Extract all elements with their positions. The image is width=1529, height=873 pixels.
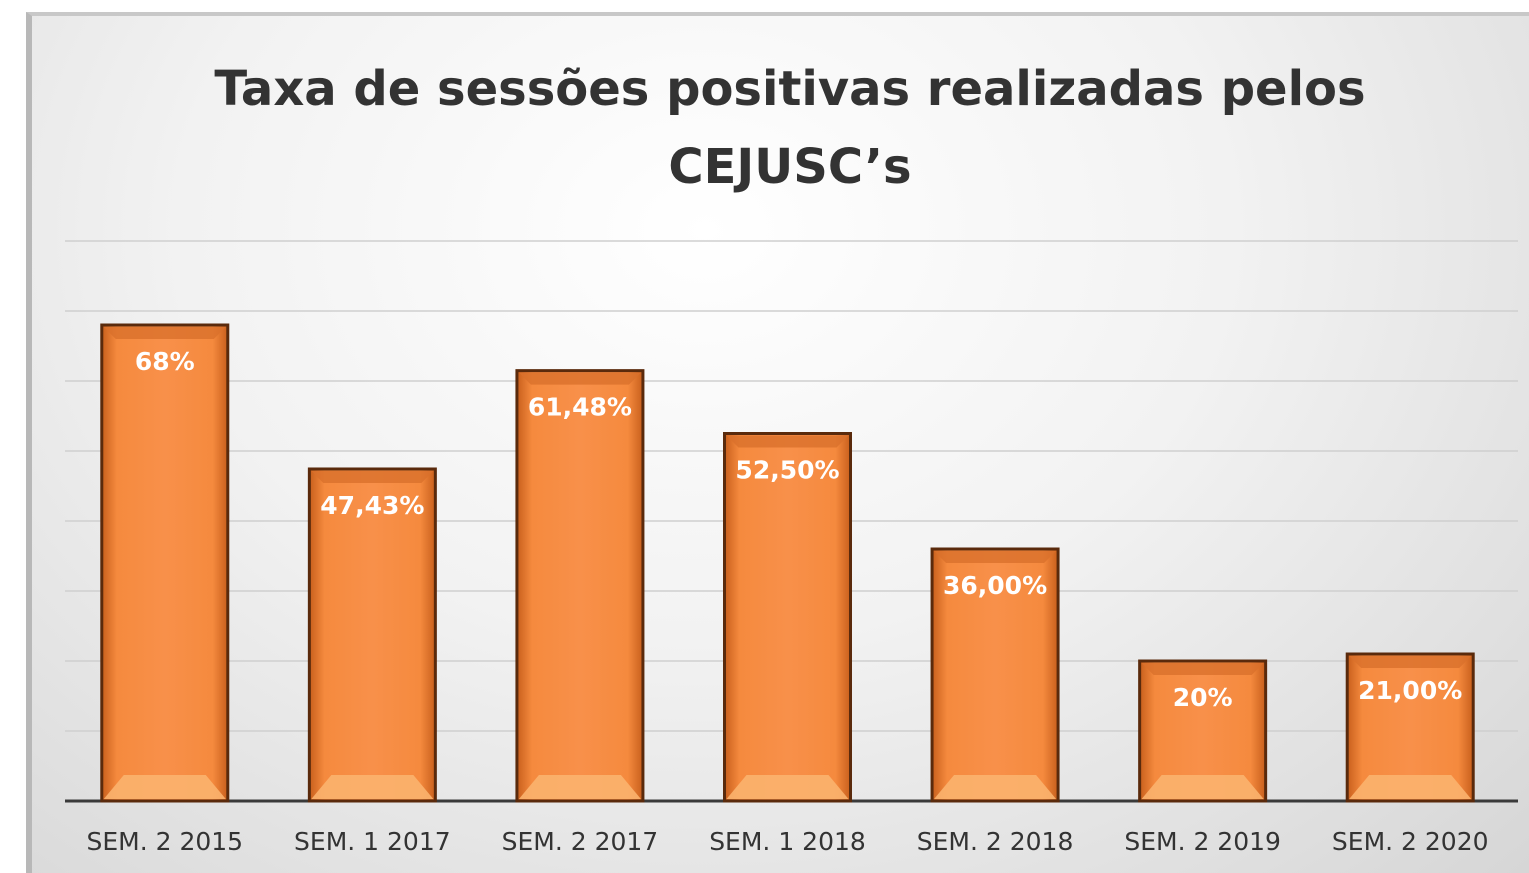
bar <box>515 369 645 803</box>
x-tick-label: SEM. 2 2019 <box>1124 827 1281 856</box>
x-tick-label: SEM. 2 2015 <box>86 827 243 856</box>
bar-bevel <box>103 327 226 339</box>
bar-bevel <box>1141 775 1264 799</box>
data-label: 47,43% <box>320 491 424 520</box>
bar <box>723 432 852 803</box>
chart-title: Taxa de sessões positivas realizadas pel… <box>214 61 1366 195</box>
x-tick-label: SEM. 2 2018 <box>917 827 1074 856</box>
bar-bevel <box>1349 656 1472 668</box>
bar-bevel <box>311 470 434 483</box>
data-label: 21,00% <box>1358 676 1462 705</box>
bar-bevel <box>1141 663 1264 675</box>
x-tick-label: SEM. 1 2017 <box>294 827 451 856</box>
data-label: 20% <box>1173 683 1233 712</box>
bar-bevel <box>726 775 849 799</box>
bar <box>930 547 1060 803</box>
bar <box>100 323 230 803</box>
data-label: 68% <box>135 347 195 376</box>
bar-bevel <box>103 775 226 799</box>
x-tick-label: SEM. 2 2017 <box>502 827 659 856</box>
bar-bevel <box>311 775 434 799</box>
bar-bevel <box>1349 775 1472 799</box>
data-label: 36,00% <box>943 571 1047 600</box>
data-label: 52,50% <box>735 456 839 485</box>
bar-bevel <box>518 372 641 385</box>
bar-bevel <box>934 775 1057 799</box>
bar-bevel <box>518 775 641 799</box>
bar-bevel <box>934 551 1057 563</box>
data-label: 61,48% <box>528 393 632 422</box>
bar-bevel <box>726 435 849 448</box>
x-tick-label: SEM. 2 2020 <box>1332 827 1489 856</box>
bar <box>307 467 437 803</box>
x-tick-label: SEM. 1 2018 <box>709 827 866 856</box>
